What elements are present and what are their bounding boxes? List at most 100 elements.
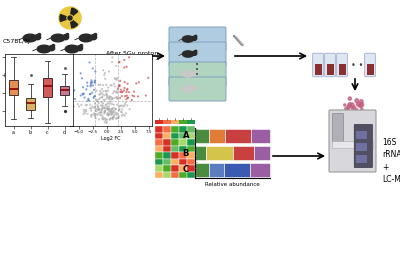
Point: [86, 99, 92, 103]
Point: [124, 103, 130, 108]
Point: [91, 94, 97, 99]
Point: [103, 83, 110, 87]
Point: [105, 101, 111, 105]
Point: [103, 97, 110, 101]
Point: [100, 83, 106, 87]
Bar: [179, 126, 187, 133]
Point: [103, 92, 110, 96]
Wedge shape: [71, 20, 78, 28]
Point: [123, 90, 130, 94]
Point: [143, 93, 149, 98]
Bar: [179, 120, 187, 124]
Point: [145, 76, 152, 80]
Point: [119, 94, 125, 98]
Point: [107, 117, 114, 121]
Point: [105, 96, 112, 100]
Point: [102, 106, 108, 110]
Point: [112, 107, 119, 111]
Ellipse shape: [35, 68, 41, 73]
Circle shape: [347, 108, 349, 111]
Point: [104, 106, 111, 111]
Point: [92, 114, 98, 118]
Point: [94, 98, 100, 102]
Point: [93, 109, 100, 113]
Bar: [155, 165, 163, 172]
Point: [106, 97, 112, 101]
Point: [101, 98, 107, 102]
Point: [112, 111, 119, 115]
Point: [103, 89, 110, 93]
Point: [124, 82, 131, 86]
Point: [122, 114, 128, 118]
Point: [113, 90, 120, 94]
Bar: [171, 126, 179, 133]
Bar: [187, 152, 195, 158]
Point: [101, 98, 108, 102]
Ellipse shape: [94, 34, 97, 36]
Text: C: C: [183, 165, 189, 175]
Point: [102, 103, 109, 107]
Wedge shape: [71, 8, 78, 15]
Ellipse shape: [79, 67, 93, 75]
Bar: [179, 172, 187, 178]
Point: [103, 117, 109, 121]
Point: [78, 103, 84, 107]
Point: [112, 84, 118, 88]
Bar: [155, 126, 163, 133]
Circle shape: [350, 103, 354, 107]
Point: [91, 106, 98, 110]
Point: [114, 78, 120, 82]
Point: [102, 109, 108, 113]
Point: [101, 105, 108, 110]
Bar: [179, 158, 187, 165]
Point: [107, 100, 114, 104]
Point: [85, 97, 92, 101]
Ellipse shape: [38, 34, 41, 36]
Point: [107, 95, 114, 99]
Circle shape: [344, 104, 346, 106]
Point: [114, 116, 120, 120]
Point: [110, 115, 116, 120]
Point: [76, 104, 82, 109]
Point: [96, 108, 102, 112]
Bar: [187, 133, 195, 139]
Point: [96, 107, 103, 111]
Point: [106, 118, 113, 122]
Point: [88, 106, 95, 111]
Point: [99, 104, 106, 108]
Point: [80, 108, 87, 112]
Point: [111, 96, 118, 100]
Bar: [171, 158, 179, 165]
Bar: [356, 155, 367, 163]
Point: [81, 110, 88, 114]
Point: [118, 103, 125, 107]
Ellipse shape: [66, 34, 69, 36]
Point: [135, 94, 141, 99]
Bar: [187, 172, 195, 178]
Point: [96, 118, 102, 122]
Circle shape: [359, 103, 362, 106]
Point: [97, 96, 103, 100]
Point: [92, 102, 98, 106]
Point: [94, 103, 101, 107]
Point: [105, 107, 111, 111]
Bar: [155, 158, 163, 165]
Point: [111, 115, 117, 119]
Ellipse shape: [77, 46, 83, 51]
Point: [126, 107, 133, 111]
Ellipse shape: [192, 36, 197, 40]
Point: [101, 73, 108, 77]
FancyBboxPatch shape: [337, 53, 347, 77]
Bar: [171, 120, 179, 124]
Point: [98, 110, 104, 114]
Point: [115, 87, 121, 91]
Point: [118, 90, 125, 94]
Point: [89, 90, 96, 94]
Point: [112, 90, 119, 94]
Point: [102, 109, 108, 113]
Point: [93, 107, 100, 111]
PathPatch shape: [60, 86, 69, 95]
Point: [107, 110, 114, 114]
Ellipse shape: [65, 45, 79, 53]
Point: [114, 97, 120, 101]
